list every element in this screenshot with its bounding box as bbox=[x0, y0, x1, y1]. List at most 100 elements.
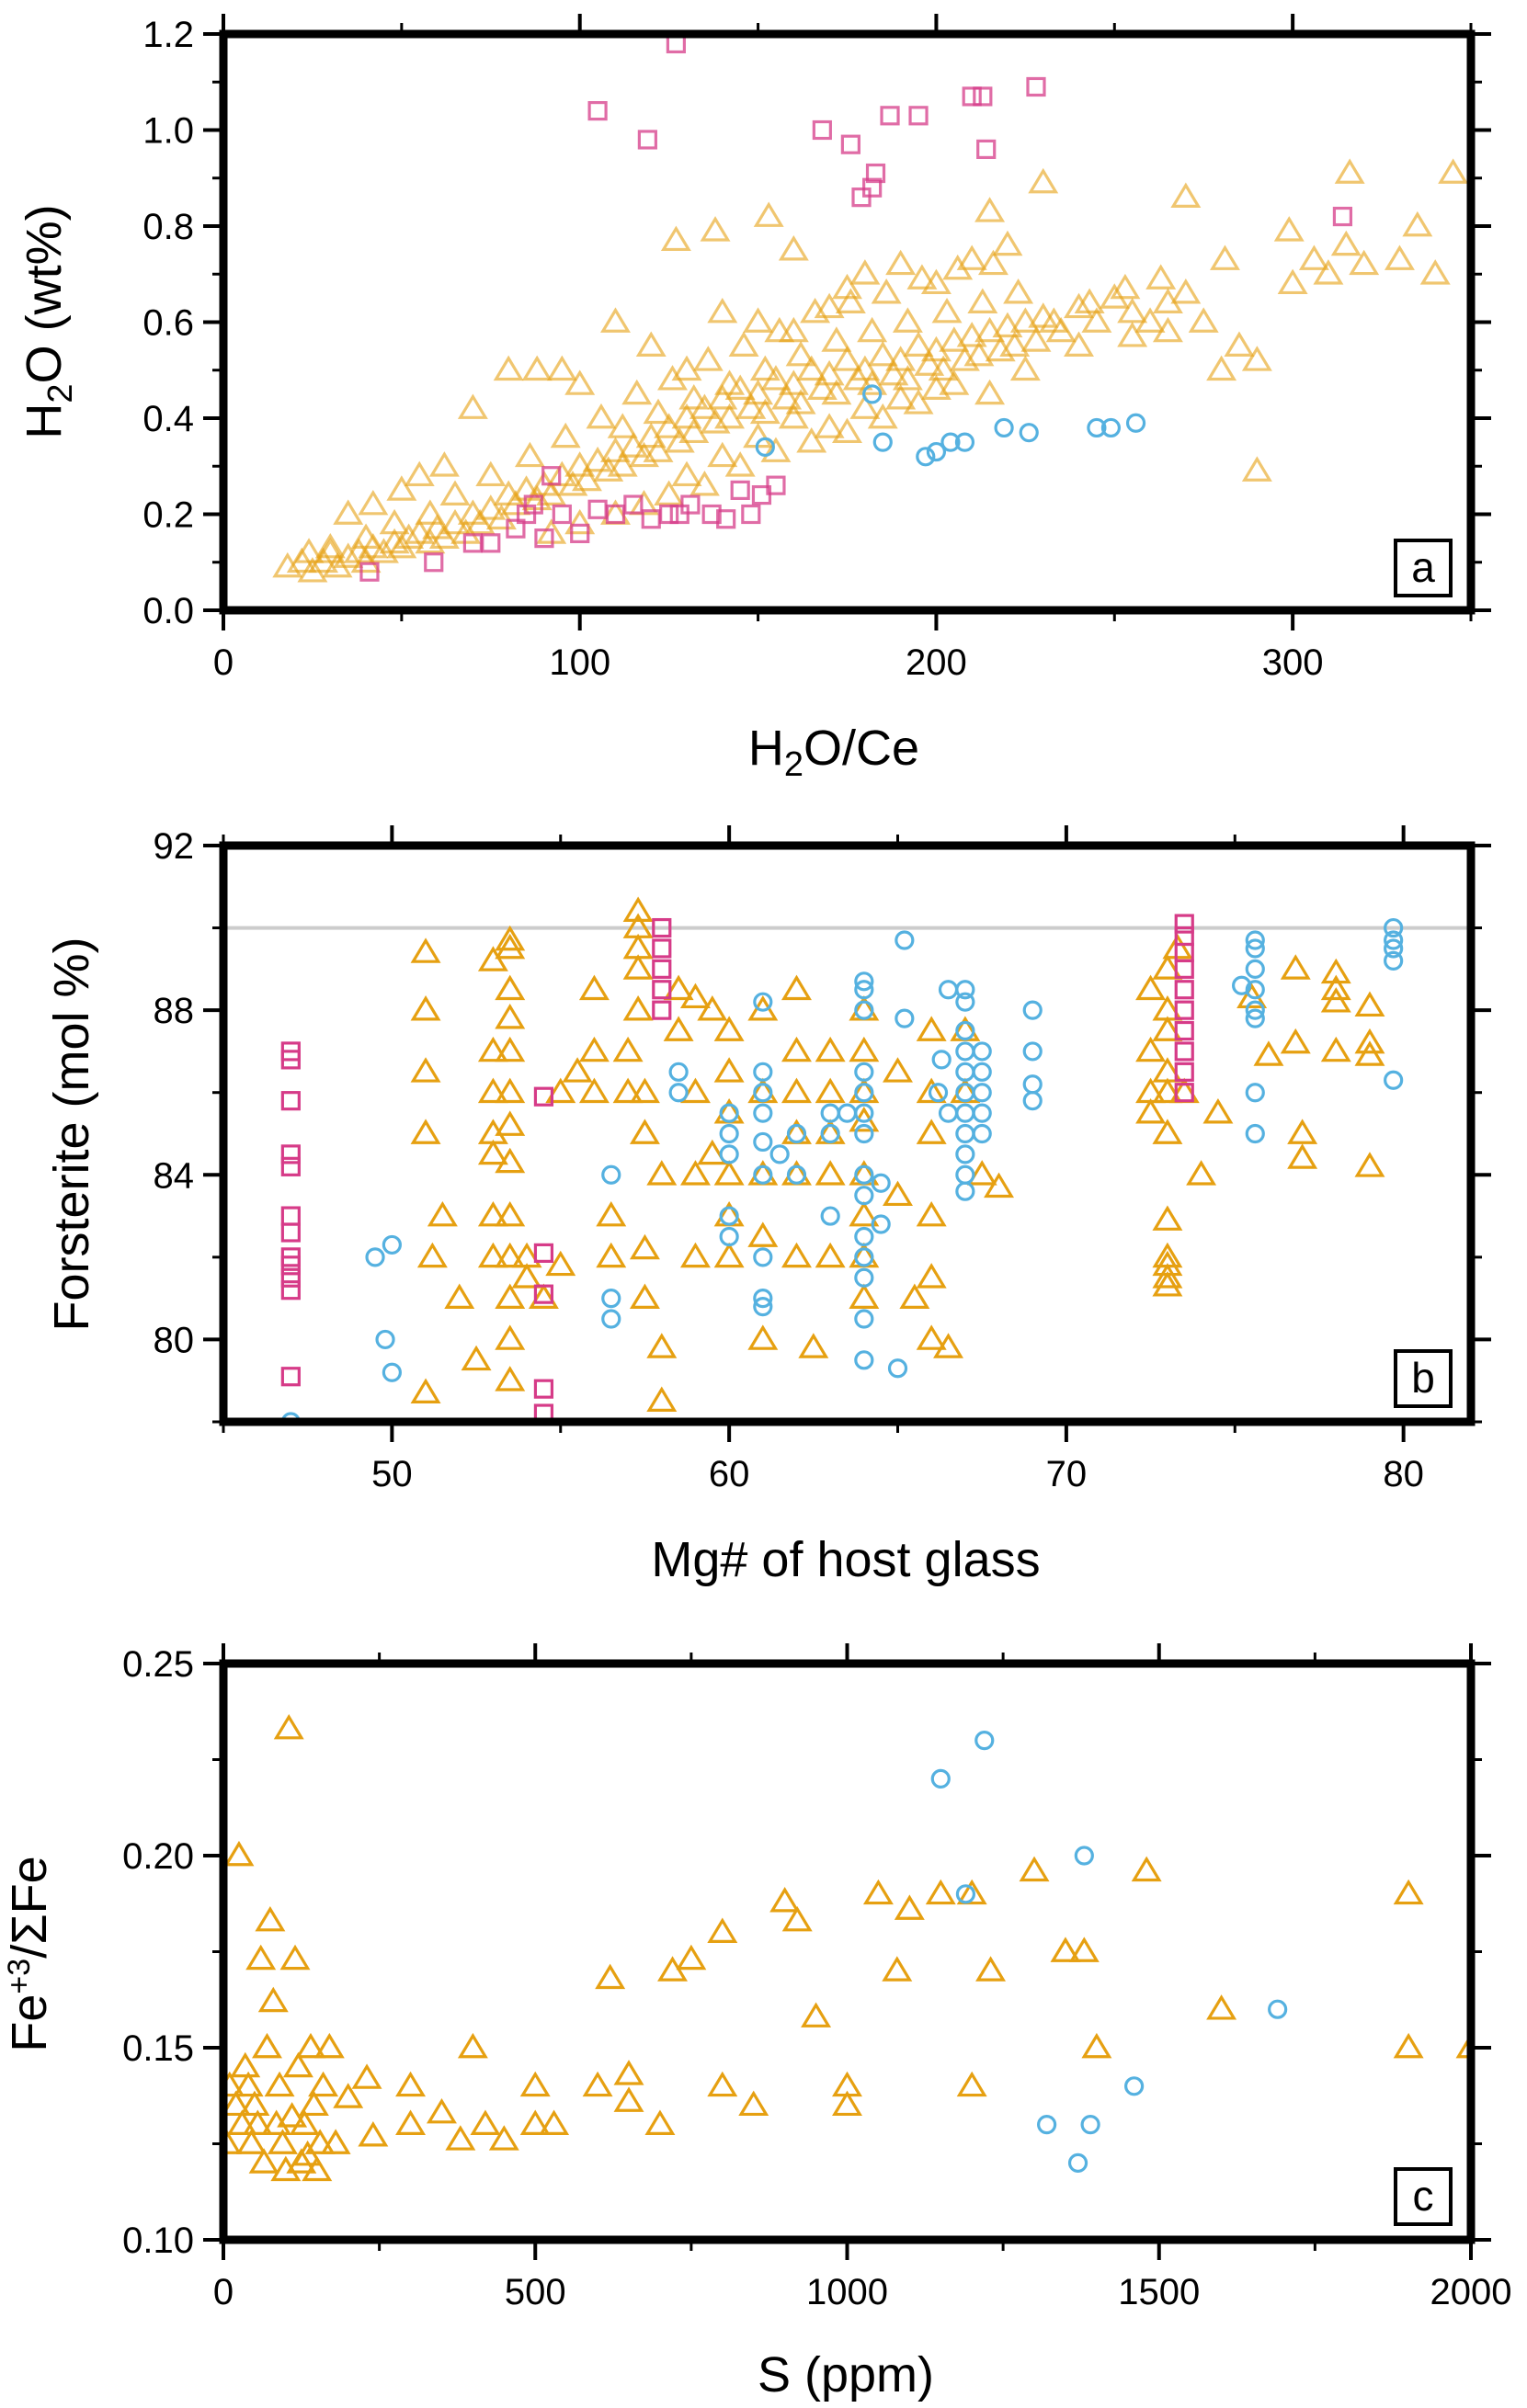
triangle-point bbox=[470, 2109, 501, 2135]
circle-point bbox=[916, 447, 936, 467]
x-tick-label: 80 bbox=[1383, 1454, 1424, 1494]
circle-point bbox=[955, 1020, 975, 1041]
triangle-point bbox=[410, 1057, 441, 1083]
circle-point bbox=[753, 1131, 773, 1153]
circle-point bbox=[931, 1050, 952, 1070]
square-point bbox=[533, 1243, 554, 1263]
triangle-point bbox=[308, 2071, 339, 2097]
triangle-point bbox=[1117, 297, 1148, 324]
circle-point bbox=[854, 980, 874, 1000]
y-tick-label: 0.15 bbox=[122, 2028, 194, 2069]
panel-a-frame bbox=[219, 29, 1476, 615]
panel-c-tag-box bbox=[1394, 2167, 1453, 2226]
triangle-point bbox=[477, 1036, 508, 1062]
triangle-point bbox=[899, 1283, 930, 1309]
triangle-point bbox=[728, 331, 759, 357]
triangle-point bbox=[1110, 273, 1141, 300]
square-point bbox=[652, 980, 672, 1000]
triangle-point bbox=[1152, 316, 1183, 343]
triangle-point bbox=[796, 427, 827, 453]
triangle-point bbox=[500, 489, 531, 516]
circle-point bbox=[1384, 917, 1404, 938]
triangle-point bbox=[920, 374, 952, 400]
triangle-point bbox=[883, 1057, 913, 1083]
triangle-point bbox=[1170, 182, 1202, 208]
x-tick-label: 1000 bbox=[806, 2272, 888, 2312]
triangle-point bbox=[612, 1077, 644, 1104]
circle-point bbox=[753, 1289, 773, 1309]
triangle-point bbox=[974, 316, 1006, 343]
circle-point bbox=[1268, 1999, 1288, 2019]
triangle-point bbox=[333, 2083, 364, 2108]
circle-point bbox=[1384, 930, 1404, 950]
triangle-point bbox=[862, 1879, 894, 1905]
panel-a: 0 100 200 300 0.0 0.2 0.4 0.6 0.8 1.0 1.2 H2O/Ce H… bbox=[17, 14, 1491, 784]
triangle-point bbox=[714, 369, 746, 395]
circle-point bbox=[1080, 2115, 1100, 2135]
triangle-point bbox=[671, 460, 702, 487]
triangle-point bbox=[821, 326, 852, 352]
triangle-point bbox=[903, 331, 934, 357]
circle-point bbox=[928, 1083, 949, 1103]
triangle-point bbox=[814, 359, 845, 386]
triangle-point bbox=[849, 1200, 880, 1227]
y-tick-label: 0.4 bbox=[142, 399, 194, 439]
triangle-point bbox=[223, 2071, 245, 2097]
triangle-point bbox=[1134, 307, 1166, 333]
triangle-point bbox=[785, 389, 816, 415]
triangle-point bbox=[992, 312, 1023, 338]
triangle-point bbox=[295, 2032, 326, 2059]
triangle-point bbox=[514, 441, 545, 468]
triangle-point bbox=[778, 235, 809, 261]
x-tick-label: 200 bbox=[906, 642, 967, 683]
triangle-point bbox=[1081, 307, 1112, 333]
triangle-point bbox=[635, 331, 667, 357]
triangle-point bbox=[264, 2071, 295, 2097]
circle-point bbox=[375, 1329, 395, 1350]
triangle-point bbox=[223, 2090, 252, 2117]
triangle-point bbox=[1438, 158, 1469, 184]
circle-point bbox=[1245, 1000, 1265, 1020]
triangle-point bbox=[883, 1180, 913, 1207]
circle-point bbox=[862, 384, 883, 404]
triangle-point bbox=[1038, 307, 1069, 333]
circle-point bbox=[854, 1267, 874, 1288]
square-point bbox=[280, 1156, 301, 1176]
triangle-point bbox=[781, 974, 812, 1001]
triangle-point bbox=[801, 2002, 832, 2027]
circle-point bbox=[854, 1062, 874, 1082]
triangle-point bbox=[564, 369, 596, 395]
triangle-point bbox=[578, 1077, 610, 1104]
circle-point bbox=[382, 1362, 402, 1382]
triangle-point bbox=[815, 1036, 846, 1062]
y-tick-label: 1.2 bbox=[142, 15, 194, 55]
square-point bbox=[280, 1367, 301, 1387]
triangle-point bbox=[885, 346, 917, 371]
triangle-point bbox=[282, 2051, 313, 2078]
triangle-point bbox=[444, 1283, 475, 1309]
triangle-point bbox=[255, 1905, 286, 1932]
panel-c-x-axis-label: S (ppm) bbox=[758, 2347, 934, 2402]
circle-point bbox=[1022, 1074, 1043, 1095]
triangle-point bbox=[528, 1283, 559, 1309]
triangle-point bbox=[351, 2063, 382, 2089]
panel-b-tick-labels: 50 60 70 80 80 84 88 92 bbox=[154, 826, 1424, 1494]
triangle-point bbox=[298, 2090, 329, 2117]
circle-point bbox=[769, 1144, 790, 1164]
triangle-point bbox=[1253, 1040, 1284, 1066]
triangle-point bbox=[713, 1057, 745, 1083]
triangle-point bbox=[477, 1242, 508, 1268]
triangle-point bbox=[562, 1057, 593, 1083]
triangle-point bbox=[849, 1283, 880, 1309]
triangle-point bbox=[977, 249, 1009, 276]
triangle-point bbox=[925, 1879, 956, 1905]
circle-point bbox=[753, 1164, 773, 1185]
triangle-point bbox=[358, 2121, 389, 2147]
triangle-point bbox=[796, 355, 827, 381]
triangle-point bbox=[495, 1003, 526, 1029]
triangle-point bbox=[1320, 987, 1351, 1013]
triangle-point bbox=[1117, 322, 1148, 347]
triangle-point bbox=[646, 1333, 678, 1358]
triangle-point bbox=[410, 995, 441, 1021]
triangle-point bbox=[395, 2109, 427, 2135]
